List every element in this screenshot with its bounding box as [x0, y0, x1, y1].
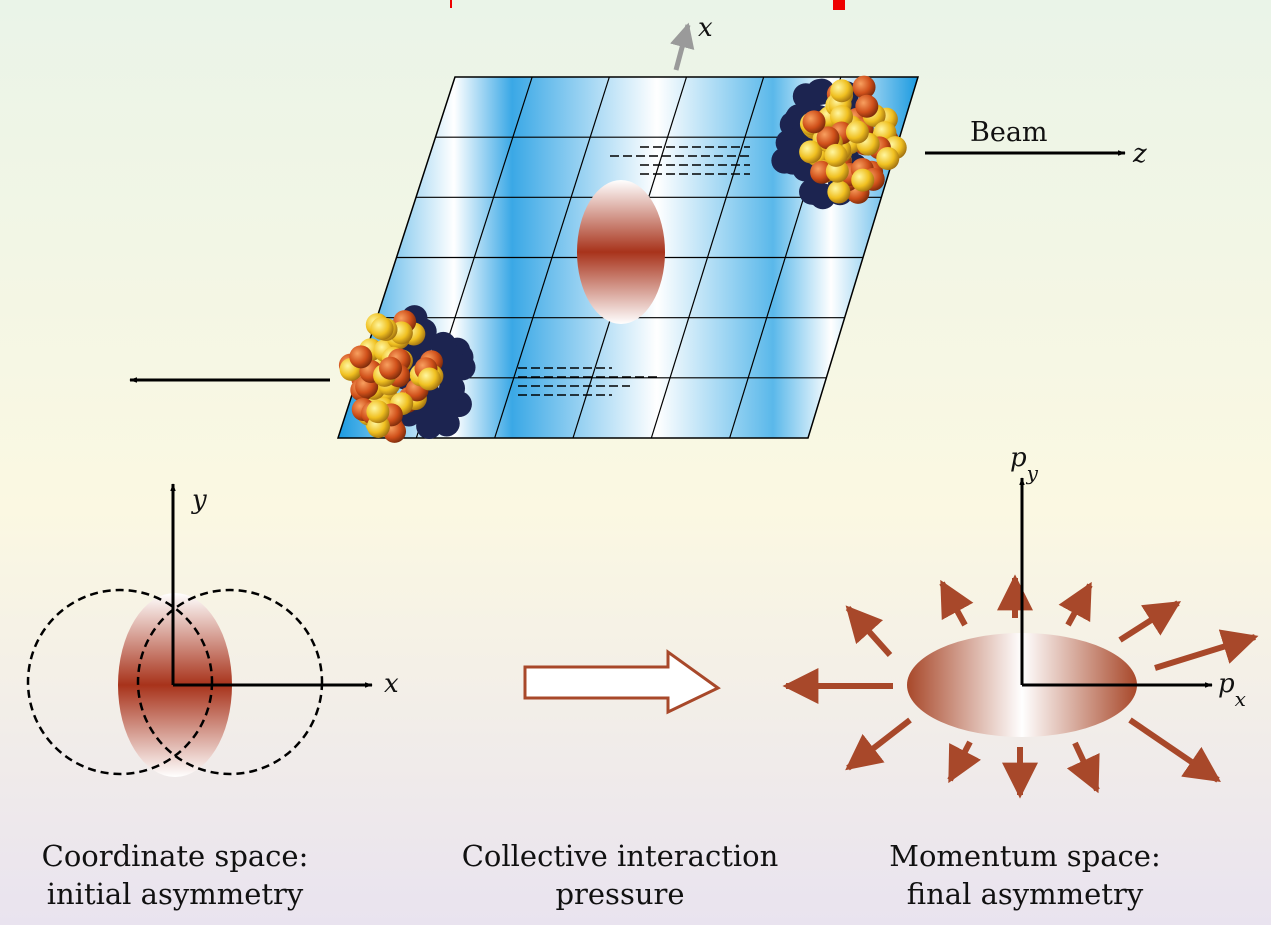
flow-arrow [947, 740, 982, 784]
label-py: py [1010, 443, 1039, 485]
nucleon [780, 139, 807, 166]
caption-line: final asymmetry [907, 877, 1144, 911]
nucleon [829, 105, 853, 129]
edge-mark [450, 0, 452, 8]
caption-line: Coordinate space: [42, 839, 309, 873]
nucleon [449, 354, 476, 381]
nucleon [370, 317, 394, 341]
x-arrow-top [670, 22, 695, 71]
flow-arrow [1118, 600, 1182, 643]
nucleon [806, 78, 833, 105]
label-py-sub: y [1026, 461, 1039, 485]
nucleon [802, 179, 829, 206]
nucleon [851, 168, 875, 192]
flow-arrow [845, 605, 893, 657]
nucleon [417, 367, 441, 391]
nucleus-outline [26, 588, 214, 776]
flow-arrow [939, 579, 974, 627]
nucleus-outline [136, 588, 324, 776]
label-y: y [191, 485, 207, 515]
caption-line: Collective interaction [462, 839, 779, 873]
flow-arrow [1058, 581, 1093, 627]
label-beam: Beam [970, 117, 1048, 148]
nucleon [418, 406, 445, 433]
label-px: px [1218, 669, 1246, 711]
label-px-base: p [1218, 669, 1235, 699]
nucleon [852, 75, 876, 99]
nucleon [799, 140, 823, 164]
label-x: x [384, 669, 399, 699]
nuclei [338, 75, 907, 443]
flow-arrow [1154, 629, 1259, 671]
label-py-base: p [1010, 443, 1027, 473]
overlap-zone [577, 180, 665, 324]
flow-arrows [782, 574, 1259, 799]
trails [518, 146, 750, 396]
nucleon [830, 79, 854, 103]
label-x-top: x [698, 13, 713, 43]
hollow-arrow [523, 649, 721, 715]
nucleon [349, 345, 373, 369]
label-z: z [1132, 139, 1147, 169]
nucleon [430, 331, 457, 358]
nucleon [824, 143, 848, 167]
nucleon [855, 94, 879, 118]
nucleon [816, 126, 840, 150]
caption-line: pressure [555, 877, 684, 911]
nucleon [379, 356, 403, 380]
nucleon [802, 110, 826, 134]
nucleon [876, 147, 900, 171]
nucleon [827, 180, 851, 204]
flow-arrow [1128, 717, 1221, 783]
flow-arrow [845, 717, 912, 771]
nucleon [439, 375, 466, 402]
caption-line: Momentum space: [889, 839, 1160, 873]
edge-mark [833, 0, 845, 10]
nucleon [366, 400, 390, 424]
nucleon [845, 120, 869, 144]
flow-arrow [1066, 741, 1100, 794]
caption-line: initial asymmetry [47, 877, 304, 911]
label-px-sub: x [1235, 687, 1246, 711]
